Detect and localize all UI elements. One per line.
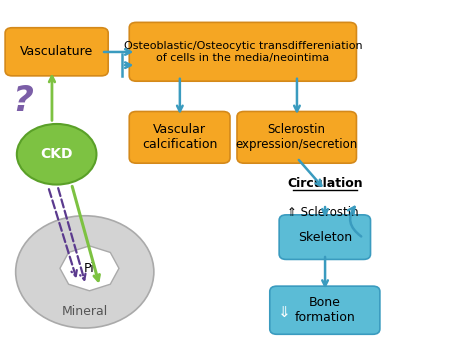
Text: ?: ? <box>12 84 34 118</box>
Text: Vasculature: Vasculature <box>20 45 93 58</box>
FancyBboxPatch shape <box>129 111 230 163</box>
Ellipse shape <box>16 216 154 328</box>
FancyArrowPatch shape <box>348 207 361 236</box>
Text: CKD: CKD <box>40 147 73 161</box>
Text: Vascular
calcification: Vascular calcification <box>142 123 217 151</box>
Text: Bone
formation: Bone formation <box>294 296 355 324</box>
Text: Skeleton: Skeleton <box>298 231 352 244</box>
Text: Sclerostin
expression/secretion: Sclerostin expression/secretion <box>236 123 358 151</box>
FancyBboxPatch shape <box>270 286 380 334</box>
FancyBboxPatch shape <box>5 28 108 76</box>
FancyBboxPatch shape <box>237 111 356 163</box>
Text: Osteoblastic/Osteocytic transdiffereniation
of cells in the media/neointima: Osteoblastic/Osteocytic transdiffereniat… <box>124 41 362 63</box>
FancyBboxPatch shape <box>279 215 371 260</box>
Text: Pi: Pi <box>84 262 95 275</box>
Text: Circulation: Circulation <box>287 177 363 190</box>
Text: ⇓: ⇓ <box>277 306 290 320</box>
FancyBboxPatch shape <box>129 22 356 81</box>
Circle shape <box>17 124 97 185</box>
Polygon shape <box>60 246 119 291</box>
Text: Mineral: Mineral <box>62 304 108 317</box>
Text: ⇑ Sclerostin: ⇑ Sclerostin <box>287 206 358 219</box>
